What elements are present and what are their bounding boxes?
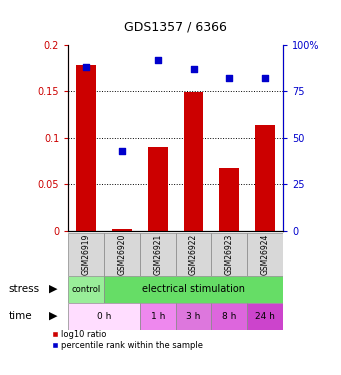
Bar (112, 229, 132, 231)
Bar (255, 125, 275, 231)
Bar (247, 303, 283, 330)
Text: GSM26924: GSM26924 (261, 233, 270, 275)
Text: ▶: ▶ (49, 311, 57, 321)
Point (191, 66, 196, 72)
Bar (68, 276, 104, 303)
Point (155, 57, 161, 63)
Point (227, 75, 232, 81)
Bar (140, 232, 176, 276)
Bar (104, 232, 140, 276)
Bar (247, 232, 283, 276)
Text: 3 h: 3 h (186, 312, 201, 321)
Text: GDS1357 / 6366: GDS1357 / 6366 (124, 21, 227, 34)
Text: control: control (72, 285, 101, 294)
Bar (176, 303, 211, 330)
Text: electrical stimulation: electrical stimulation (142, 284, 245, 294)
Point (83, 64, 89, 70)
Text: GSM26922: GSM26922 (189, 233, 198, 274)
Text: 0 h: 0 h (97, 312, 111, 321)
Text: GSM26923: GSM26923 (225, 233, 234, 275)
Text: GSM26920: GSM26920 (117, 233, 127, 275)
Bar (184, 92, 203, 231)
Point (263, 75, 268, 81)
Text: GSM26919: GSM26919 (81, 233, 91, 275)
Bar (76, 65, 96, 231)
Bar (68, 303, 140, 330)
Text: 8 h: 8 h (222, 312, 237, 321)
Bar (68, 232, 104, 276)
Bar (140, 303, 176, 330)
Bar (220, 168, 239, 231)
Point (119, 148, 125, 154)
Bar (176, 232, 211, 276)
Text: 1 h: 1 h (150, 312, 165, 321)
Text: stress: stress (9, 284, 40, 294)
Text: 24 h: 24 h (255, 312, 275, 321)
Bar (211, 303, 247, 330)
Legend: log10 ratio, percentile rank within the sample: log10 ratio, percentile rank within the … (48, 326, 206, 354)
Text: time: time (9, 311, 32, 321)
Text: GSM26921: GSM26921 (153, 233, 162, 274)
Text: ▶: ▶ (49, 284, 57, 294)
Bar (104, 276, 283, 303)
Bar (148, 147, 167, 231)
Bar (211, 232, 247, 276)
